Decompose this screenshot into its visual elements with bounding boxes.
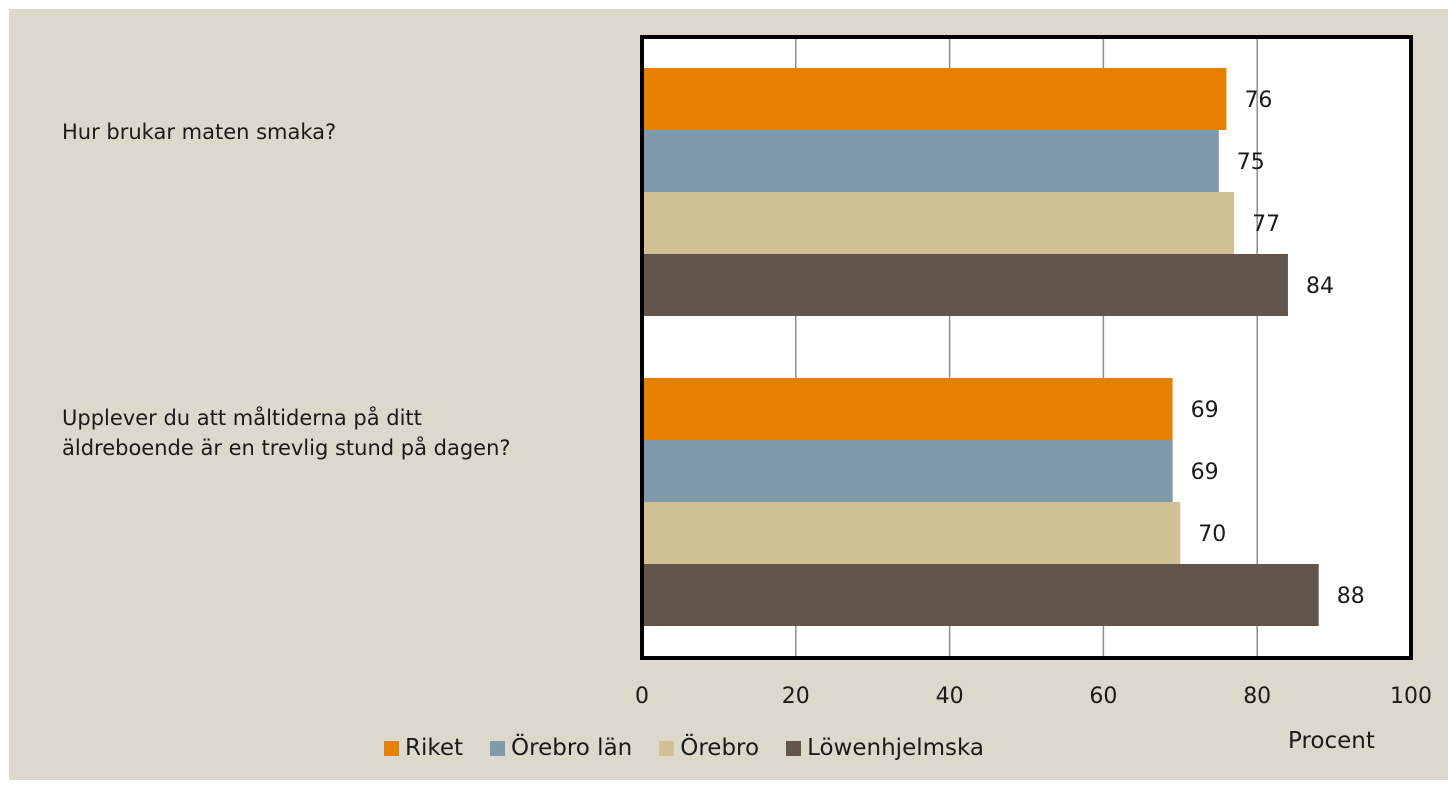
- x-tick-label-2: 40: [936, 684, 964, 709]
- bar-1-1: [642, 68, 1227, 130]
- data-label-1-3: 77: [1252, 212, 1280, 237]
- legend-label-lowenhjelmska: Löwenhjelmska: [807, 735, 985, 761]
- x-tick-label-1: 20: [782, 684, 810, 709]
- bar-2-2: [642, 440, 1173, 502]
- legend-item-riket: Riket: [384, 735, 463, 761]
- legend-item-orebro-lan: Örebro län: [490, 735, 632, 761]
- category-label-1: Hur brukar maten smaka?: [62, 120, 337, 144]
- data-label-1-1: 76: [1244, 88, 1272, 113]
- legend-swatch-orebro: [659, 740, 675, 756]
- x-tick-label-5: 100: [1390, 684, 1432, 709]
- data-label-2-4: 88: [1337, 584, 1365, 609]
- category-label-2: Upplever du att måltiderna på ditt äldre…: [62, 406, 511, 460]
- plot-frame: [640, 35, 1413, 660]
- legend-swatch-lowenhjelmska: [786, 740, 802, 756]
- x-tick-label-0: 0: [635, 684, 649, 709]
- bar-2-3: [642, 502, 1181, 564]
- bar-2-1: [642, 378, 1173, 440]
- bar-1-4: [642, 254, 1288, 316]
- bar-1-3: [642, 192, 1235, 254]
- data-label-2-2: 69: [1191, 460, 1219, 485]
- data-label-2-1: 69: [1191, 398, 1219, 423]
- data-label-2-3: 70: [1198, 522, 1226, 547]
- data-label-1-4: 84: [1306, 274, 1334, 299]
- legend-label-orebro-lan: Örebro län: [511, 735, 633, 761]
- legend-item-lowenhjelmska: Löwenhjelmska: [786, 735, 984, 761]
- x-axis-title: Procent: [1288, 728, 1375, 754]
- x-tick-label-3: 60: [1089, 684, 1117, 709]
- chart-legend: Riket Örebro län Örebro Löwenhjelmska: [384, 735, 1011, 761]
- legend-label-riket: Riket: [405, 735, 464, 761]
- bar-2-4: [642, 564, 1319, 626]
- legend-swatch-riket: [384, 740, 399, 756]
- x-tick-label-4: 80: [1243, 684, 1271, 709]
- data-label-1-2: 75: [1237, 150, 1265, 175]
- legend-item-orebro: Örebro: [659, 735, 759, 761]
- legend-swatch-orebro-lan: [490, 740, 506, 756]
- legend-label-orebro: Örebro: [680, 735, 760, 761]
- bar-1-2: [642, 130, 1219, 192]
